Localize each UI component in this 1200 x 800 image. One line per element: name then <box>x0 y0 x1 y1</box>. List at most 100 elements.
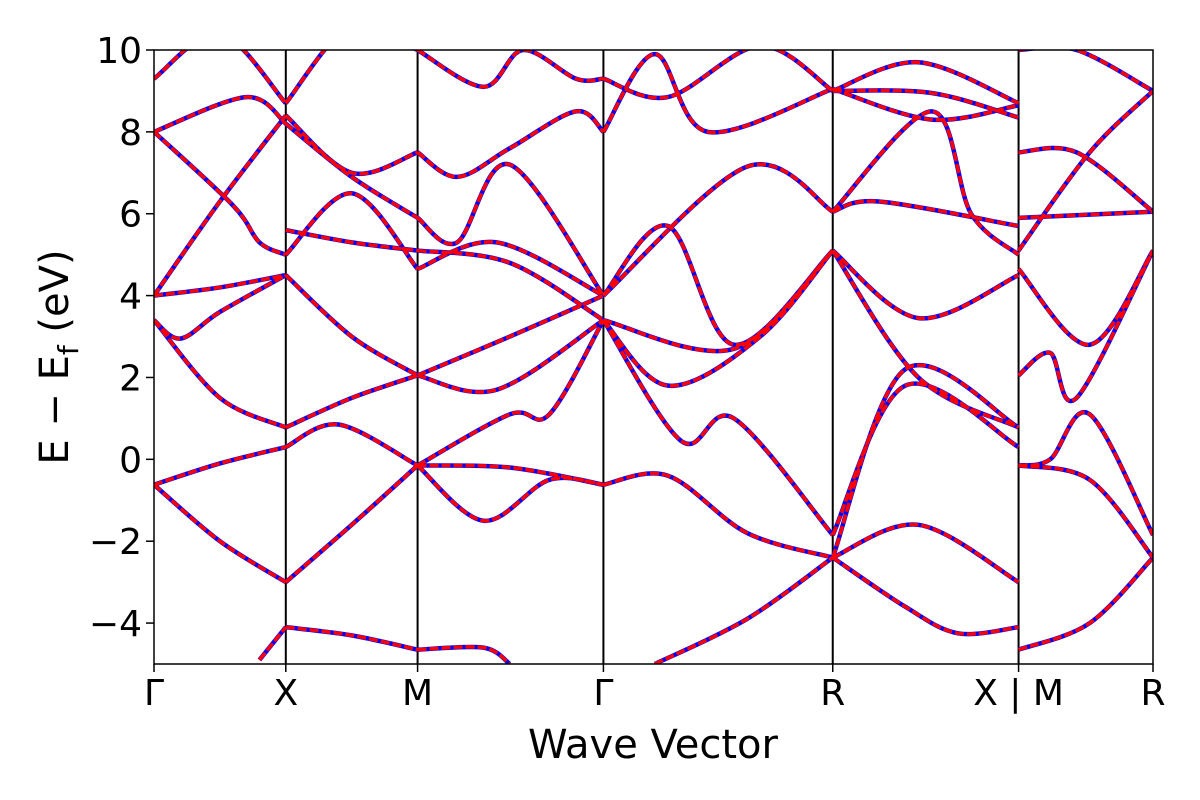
y-axis-title-subscript: f <box>52 344 85 355</box>
x-tick-label: Γ <box>593 673 613 714</box>
y-tick-label: 10 <box>96 31 142 72</box>
band-line-reference <box>417 463 604 487</box>
band-line-reference <box>154 114 288 297</box>
band-line-reference <box>1017 249 1153 404</box>
y-tick-label: 0 <box>119 440 142 481</box>
band-line-overlay <box>832 87 1019 122</box>
band-line-reference <box>1018 463 1153 559</box>
band-line-overlay <box>285 228 418 253</box>
band-line-overlay <box>831 109 1020 257</box>
band-line-reference <box>602 471 834 560</box>
band-line-overlay <box>1017 89 1153 252</box>
band-line-overlay <box>417 318 605 394</box>
band-line-overlay <box>154 445 287 487</box>
y-axis-title-main: E − E <box>32 355 78 465</box>
band-line-overlay <box>284 273 419 377</box>
band-line-overlay <box>602 162 834 297</box>
plot-frame <box>153 49 1154 665</box>
x-tick-label: R <box>820 673 845 714</box>
band-line-overlay <box>285 625 418 652</box>
band-line-reference <box>416 161 606 297</box>
band-line-overlay <box>154 130 287 257</box>
x-tick-label: R <box>1140 673 1165 714</box>
band-line-overlay <box>1018 50 1153 93</box>
band-line-overlay <box>417 645 511 664</box>
x-tick-label: M <box>402 673 433 714</box>
band-line-overlay <box>416 293 605 378</box>
band-line-reference <box>284 113 419 177</box>
band-line-overlay <box>602 223 834 347</box>
band-line-overlay <box>284 191 419 271</box>
band-line-reference <box>831 248 1020 321</box>
band-line-overlay <box>154 483 287 584</box>
band-line-reference <box>284 422 419 468</box>
band-line-overlay <box>284 122 419 220</box>
y-axis-title-unit: (eV) <box>32 249 78 345</box>
band-line-reference <box>416 50 604 90</box>
band-line-overlay <box>602 50 834 100</box>
band-line-reference <box>1018 410 1153 537</box>
band-line-reference <box>1017 556 1153 652</box>
band-line-reference <box>831 522 1020 585</box>
band-line-overlay <box>602 249 835 388</box>
band-line-overlay <box>832 60 1020 105</box>
band-line-overlay <box>654 556 834 664</box>
band-line-reference <box>417 318 605 395</box>
y-tick-label: −4 <box>89 604 142 645</box>
band-line-reference <box>830 249 1020 430</box>
x-axis-ticks: Γ X M Γ R X | M R <box>144 664 1166 714</box>
band-line-reference <box>417 248 605 323</box>
band-line-overlay <box>603 249 834 353</box>
bands-overlay-series <box>154 50 1153 664</box>
band-line-overlay <box>154 50 288 105</box>
band-line-overlay <box>284 464 419 584</box>
band-line-overlay <box>1018 410 1153 536</box>
y-tick-label: −2 <box>89 522 142 563</box>
band-line-overlay <box>284 50 418 105</box>
bands-reference-series <box>154 50 1153 664</box>
band-line-overlay <box>601 52 834 135</box>
y-tick-label: 6 <box>119 195 142 236</box>
y-tick-label: 4 <box>119 277 142 318</box>
band-line-overlay <box>154 273 287 341</box>
x-axis-title: Wave Vector <box>528 722 779 768</box>
band-line-overlay <box>1017 556 1153 652</box>
band-line-overlay <box>416 109 605 179</box>
band-line-overlay <box>416 319 605 468</box>
band-line-overlay <box>831 556 1019 636</box>
band-line-overlay <box>831 363 1020 559</box>
band-line-overlay <box>1018 146 1153 214</box>
band-line-reference <box>284 273 419 378</box>
band-line-reference <box>831 555 1019 637</box>
band-line-overlay <box>603 471 834 560</box>
y-axis-title: E − Ef (eV) <box>32 249 85 464</box>
band-line-overlay <box>258 626 288 662</box>
band-line-overlay <box>416 240 605 298</box>
band-line-overlay <box>1017 249 1153 403</box>
band-line-overlay <box>154 95 287 134</box>
band-line-reference <box>154 483 287 585</box>
band-line-reference <box>284 50 418 105</box>
kpoint-lines <box>284 50 1020 664</box>
band-line-overlay <box>417 463 604 487</box>
band-line-overlay <box>1018 463 1153 559</box>
band-line-reference <box>831 109 1021 257</box>
y-axis-ticks: −4 −2 0 2 4 6 8 10 <box>89 31 154 645</box>
band-line-reference <box>1016 89 1153 252</box>
band-line-overlay <box>601 319 835 537</box>
band-line-reference <box>154 50 288 105</box>
x-tick-label: Γ <box>144 673 164 714</box>
band-line-overlay <box>1018 209 1153 220</box>
band-line-overlay <box>831 249 1020 320</box>
band-line-reference <box>653 555 835 664</box>
band-line-overlay <box>416 162 605 297</box>
band-line-overlay <box>831 381 1020 536</box>
band-line-overlay <box>1017 249 1153 347</box>
band-line-overlay <box>154 319 287 430</box>
band-line-overlay <box>285 373 419 430</box>
band-line-reference <box>602 248 835 354</box>
band-line-overlay <box>284 422 419 468</box>
band-line-overlay <box>416 464 604 523</box>
band-line-overlay <box>832 522 1020 584</box>
